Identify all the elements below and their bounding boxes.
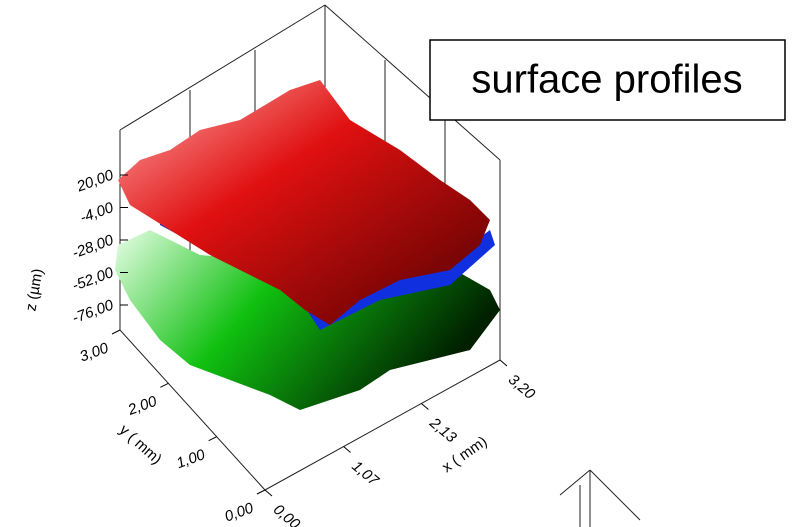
z-tick-label: -52,00 xyxy=(70,264,116,295)
y-tick-label: 1,00 xyxy=(174,446,208,472)
x-tick-label: 1,07 xyxy=(348,458,382,490)
z-axis-label: z (µm) xyxy=(22,267,46,312)
chart: surface profiles z (µm) y ( mm) x ( mm) … xyxy=(0,0,798,527)
y-tick xyxy=(257,490,265,494)
y-tick xyxy=(160,383,168,387)
annotation: surface profiles xyxy=(471,58,742,102)
z-tick-label: -4,00 xyxy=(78,199,117,227)
x-tick-label: 3,20 xyxy=(505,371,539,403)
y-tick-label: 2,00 xyxy=(125,393,160,420)
x-tick xyxy=(421,403,428,409)
y-tick-label: 3,00 xyxy=(77,339,111,365)
x-tick xyxy=(500,360,507,366)
y-tick-label: 0,00 xyxy=(222,499,256,525)
x-tick xyxy=(344,447,351,453)
second-box xyxy=(560,470,640,527)
z-tick-label: 20,00 xyxy=(74,166,117,195)
y-tick xyxy=(209,437,217,441)
x-tick xyxy=(265,490,272,496)
y-tick xyxy=(112,330,120,334)
z-tick-label: -28,00 xyxy=(70,231,116,262)
x-tick-label: 2,13 xyxy=(426,414,461,447)
y-axis-label: y ( mm) xyxy=(116,421,165,468)
z-tick-label: -76,00 xyxy=(70,296,116,327)
x-tick-label: 0,00 xyxy=(270,501,304,527)
